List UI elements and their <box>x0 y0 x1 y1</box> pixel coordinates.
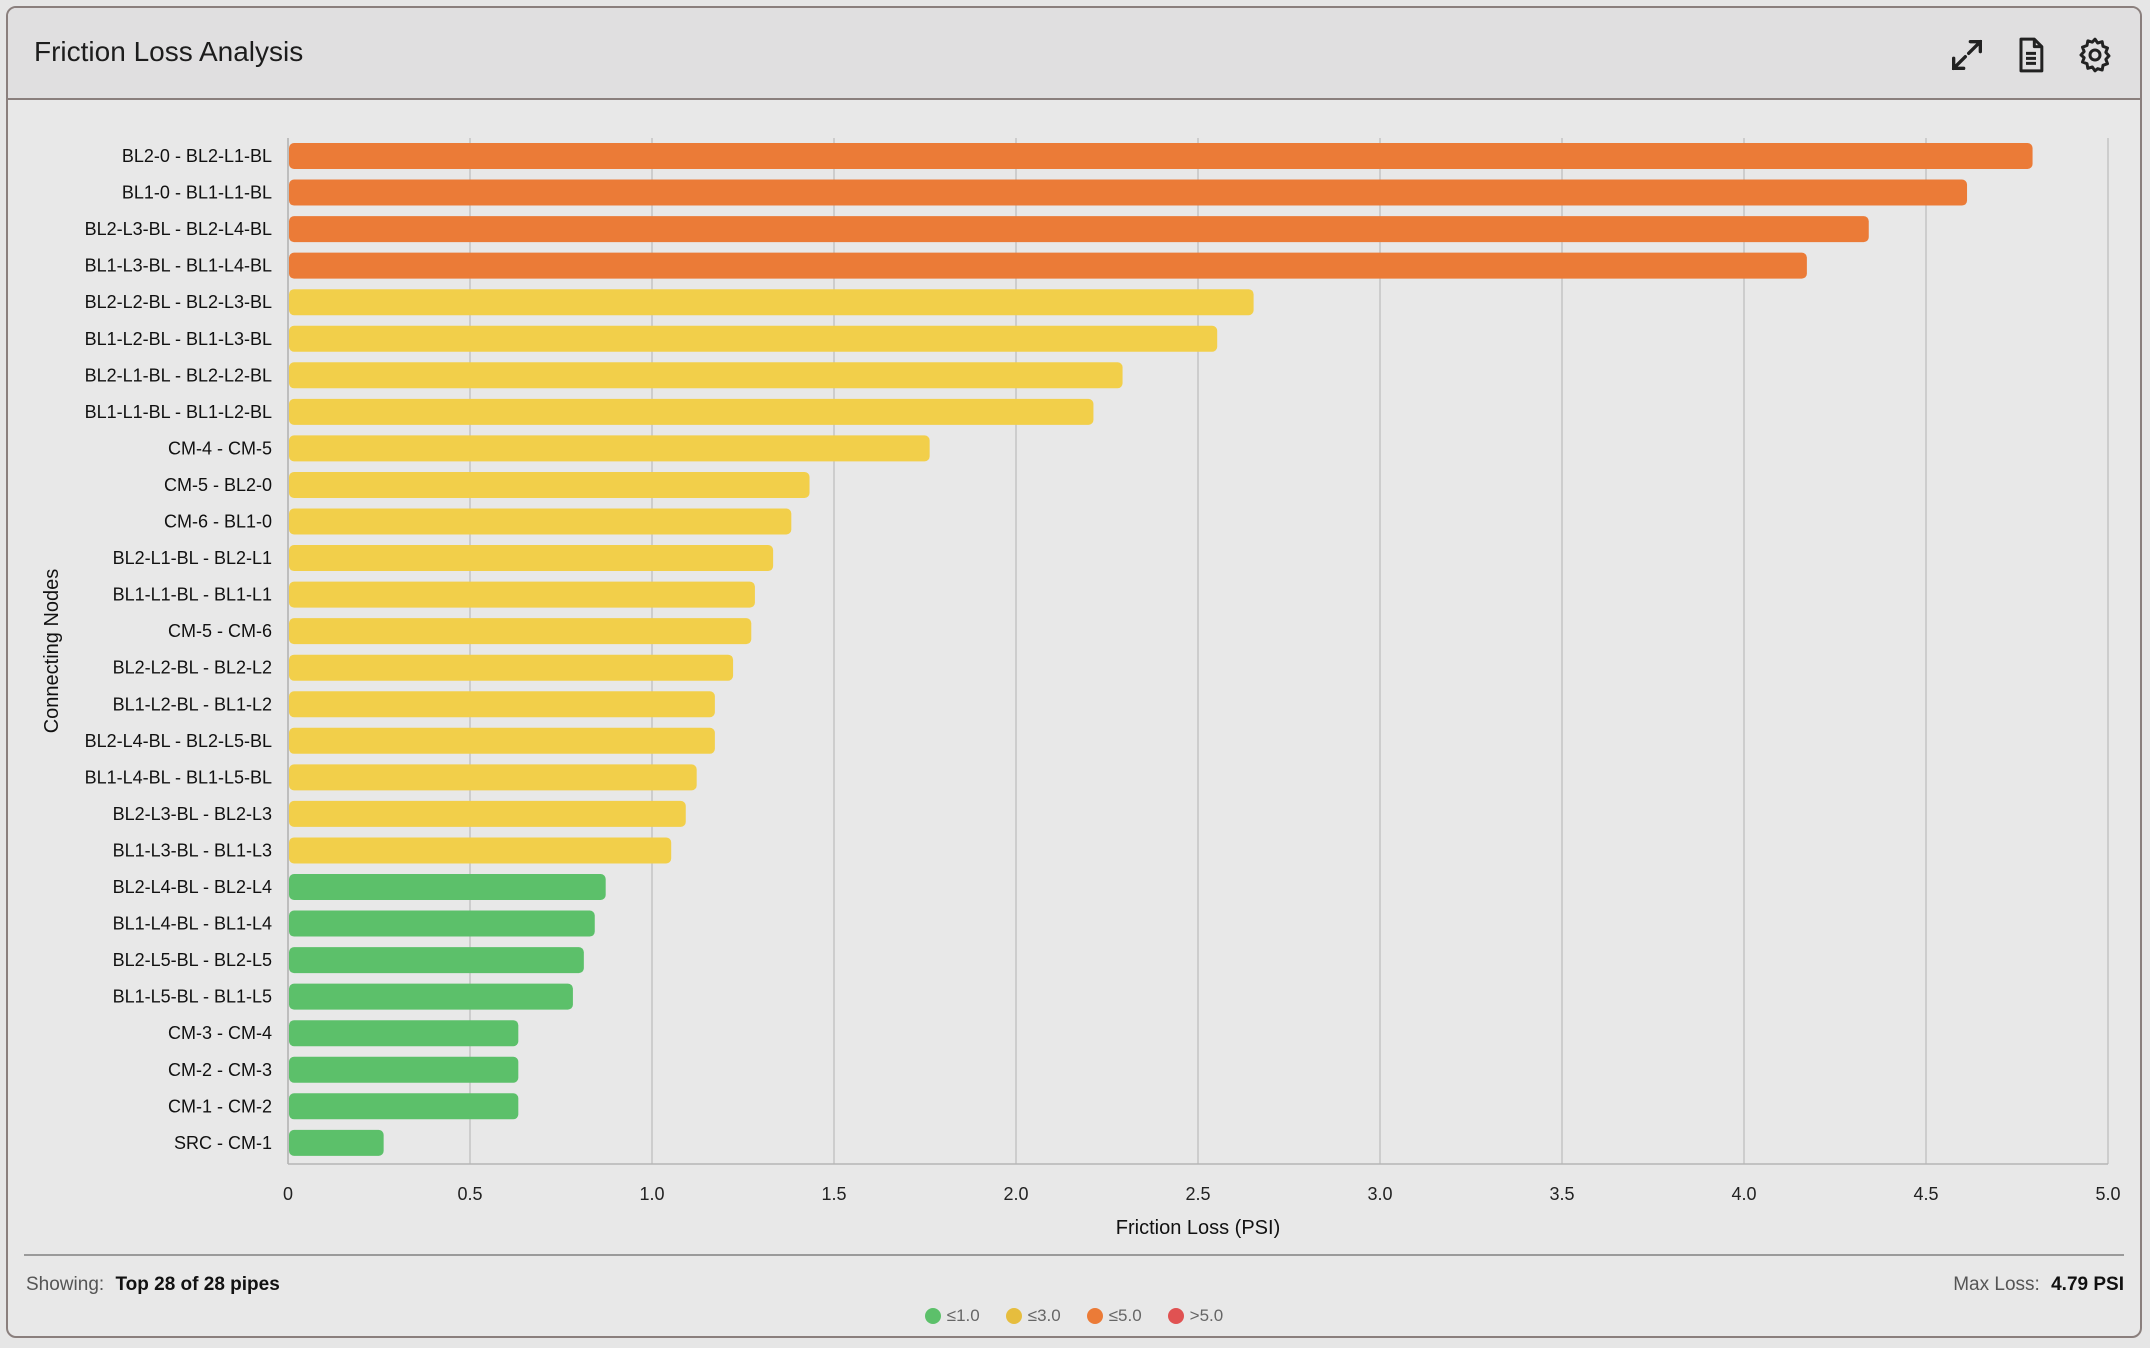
max-loss-value: 4.79 PSI <box>2051 1274 2124 1295</box>
y-tick-label: CM-1 - CM-2 <box>168 1096 272 1116</box>
bar <box>289 508 792 535</box>
max-loss-summary: Max Loss: 4.79 PSI <box>1953 1274 2124 1296</box>
settings-button[interactable] <box>2072 32 2118 78</box>
bar <box>289 471 810 498</box>
y-tick-label: BL2-L4-BL - BL2-L5-BL <box>85 731 272 751</box>
document-icon <box>2019 37 2044 73</box>
y-tick-label: BL2-L5-BL - BL2-L5 <box>113 950 272 970</box>
y-tick-label: SRC - CM-1 <box>174 1133 272 1153</box>
y-tick-label: CM-4 - CM-5 <box>168 438 272 458</box>
y-tick-label: BL1-L1-BL - BL1-L2-BL <box>85 402 272 422</box>
expand-icon <box>1952 40 1982 71</box>
y-tick-label: BL1-L1-BL - BL1-L1 <box>113 585 272 605</box>
bar <box>289 874 606 900</box>
showing-label: Showing: <box>26 1274 105 1295</box>
bar <box>289 216 1869 243</box>
bar <box>289 654 734 681</box>
y-tick-label: BL1-L2-BL - BL1-L3-BL <box>85 329 272 349</box>
y-tick-label: CM-3 - CM-4 <box>168 1023 272 1043</box>
x-tick-label: 0.5 <box>457 1184 482 1204</box>
legend-dot-medium <box>1005 1308 1022 1324</box>
bar <box>289 800 686 827</box>
expand-button[interactable] <box>1944 32 1990 78</box>
legend-label-low: ≤1.0 <box>946 1306 980 1325</box>
x-axis-title: Friction Loss (PSI) <box>1116 1217 1280 1239</box>
y-tick-label: CM-5 - CM-6 <box>168 621 272 641</box>
y-tick-label: BL1-L3-BL - BL1-L3 <box>113 840 272 860</box>
y-tick-label: BL2-L2-BL - BL2-L2 <box>113 658 272 678</box>
y-tick-label: CM-2 - CM-3 <box>168 1060 272 1080</box>
legend: ≤1.0 ≤3.0 ≤5.0 >5.0 <box>8 1306 2140 1326</box>
bar <box>289 252 1807 279</box>
bar <box>289 362 1123 389</box>
bar <box>289 398 1094 425</box>
bar <box>289 179 1968 206</box>
legend-item-high: ≤5.0 <box>1086 1306 1142 1326</box>
bar <box>289 1093 519 1120</box>
bar-chart: 0 0.5 1.0 1.5 2.0 2.5 3.0 3.5 4.0 4.5 5.0 BL2-0 - B… <box>41 138 2121 1239</box>
bar <box>289 435 930 462</box>
y-tick-label: BL1-0 - BL1-L1-BL <box>122 183 272 203</box>
y-tick-label: BL2-L1-BL - BL2-L1 <box>113 548 272 568</box>
footer-divider <box>24 1254 2124 1256</box>
legend-dot-low <box>924 1308 941 1324</box>
bar <box>289 1020 519 1047</box>
showing-summary: Showing: Top 28 of 28 pipes <box>26 1274 280 1296</box>
y-tick-label: BL1-L4-BL - BL1-L5-BL <box>85 767 272 787</box>
max-loss-label: Max Loss: <box>1953 1274 2040 1295</box>
x-tick-label: 4.0 <box>1731 1184 1756 1204</box>
y-tick-label: BL2-L1-BL - BL2-L2-BL <box>85 365 272 385</box>
y-tick-label: BL1-L2-BL - BL1-L2 <box>113 694 272 714</box>
y-tick-label: CM-5 - BL2-0 <box>164 475 272 495</box>
bar <box>289 545 774 572</box>
y-tick-label: BL2-L2-BL - BL2-L3-BL <box>85 292 272 312</box>
bar <box>289 618 752 645</box>
legend-dot-critical <box>1167 1308 1184 1324</box>
gear-icon <box>2079 37 2111 73</box>
report-button[interactable] <box>2008 32 2054 78</box>
bar <box>289 691 715 718</box>
y-tick-label: BL2-L3-BL - BL2-L4-BL <box>85 219 272 239</box>
panel-title: Friction Loss Analysis <box>34 36 304 67</box>
legend-item-low: ≤1.0 <box>924 1306 980 1326</box>
x-tick-label: 1.5 <box>821 1184 846 1204</box>
x-tick-label: 3.5 <box>1549 1184 1574 1204</box>
bar <box>289 910 595 937</box>
legend-label-high: ≤5.0 <box>1108 1306 1142 1325</box>
bar <box>289 325 1218 352</box>
y-axis-title: Connecting Nodes <box>41 569 63 734</box>
y-tick-label: BL1-L4-BL - BL1-L4 <box>113 914 272 934</box>
y-tick-label: CM-6 - BL1-0 <box>164 512 272 532</box>
y-tick-label: BL2-L4-BL - BL2-L4 <box>113 877 272 897</box>
bar <box>289 837 672 864</box>
x-tick-label: 0 <box>283 1184 293 1204</box>
x-tick-label: 5.0 <box>2095 1184 2120 1204</box>
bar <box>289 143 2033 169</box>
bar <box>289 983 573 1010</box>
legend-item-medium: ≤3.0 <box>1005 1306 1061 1326</box>
legend-label-medium: ≤3.0 <box>1027 1306 1061 1325</box>
bar <box>289 581 755 608</box>
x-tick-label: 4.5 <box>1913 1184 1938 1204</box>
x-tick-label: 2.0 <box>1003 1184 1028 1204</box>
legend-label-critical: >5.0 <box>1189 1306 1224 1325</box>
x-tick-label: 3.0 <box>1367 1184 1392 1204</box>
chart-panel: Friction Loss Analysis 0 0.5 1.0 1.5 2.0 2.5 3… <box>6 6 2142 1338</box>
bar <box>289 1129 384 1156</box>
panel-header: Friction Loss Analysis <box>8 8 2140 100</box>
x-tick-label: 1.0 <box>639 1184 664 1204</box>
showing-value: Top 28 of 28 pipes <box>115 1274 280 1295</box>
bar <box>289 727 715 754</box>
x-tick-label: 2.5 <box>1185 1184 1210 1204</box>
y-tick-label: BL1-L5-BL - BL1-L5 <box>113 987 272 1007</box>
legend-item-critical: >5.0 <box>1167 1306 1224 1326</box>
y-tick-label: BL2-0 - BL2-L1-BL <box>122 146 272 166</box>
y-tick-label: BL2-L3-BL - BL2-L3 <box>113 804 272 824</box>
bar <box>289 947 584 974</box>
legend-dot-high <box>1086 1308 1103 1324</box>
bar <box>289 289 1254 316</box>
bar <box>289 1056 519 1083</box>
bar <box>289 764 697 791</box>
y-tick-label: BL1-L3-BL - BL1-L4-BL <box>85 256 272 276</box>
